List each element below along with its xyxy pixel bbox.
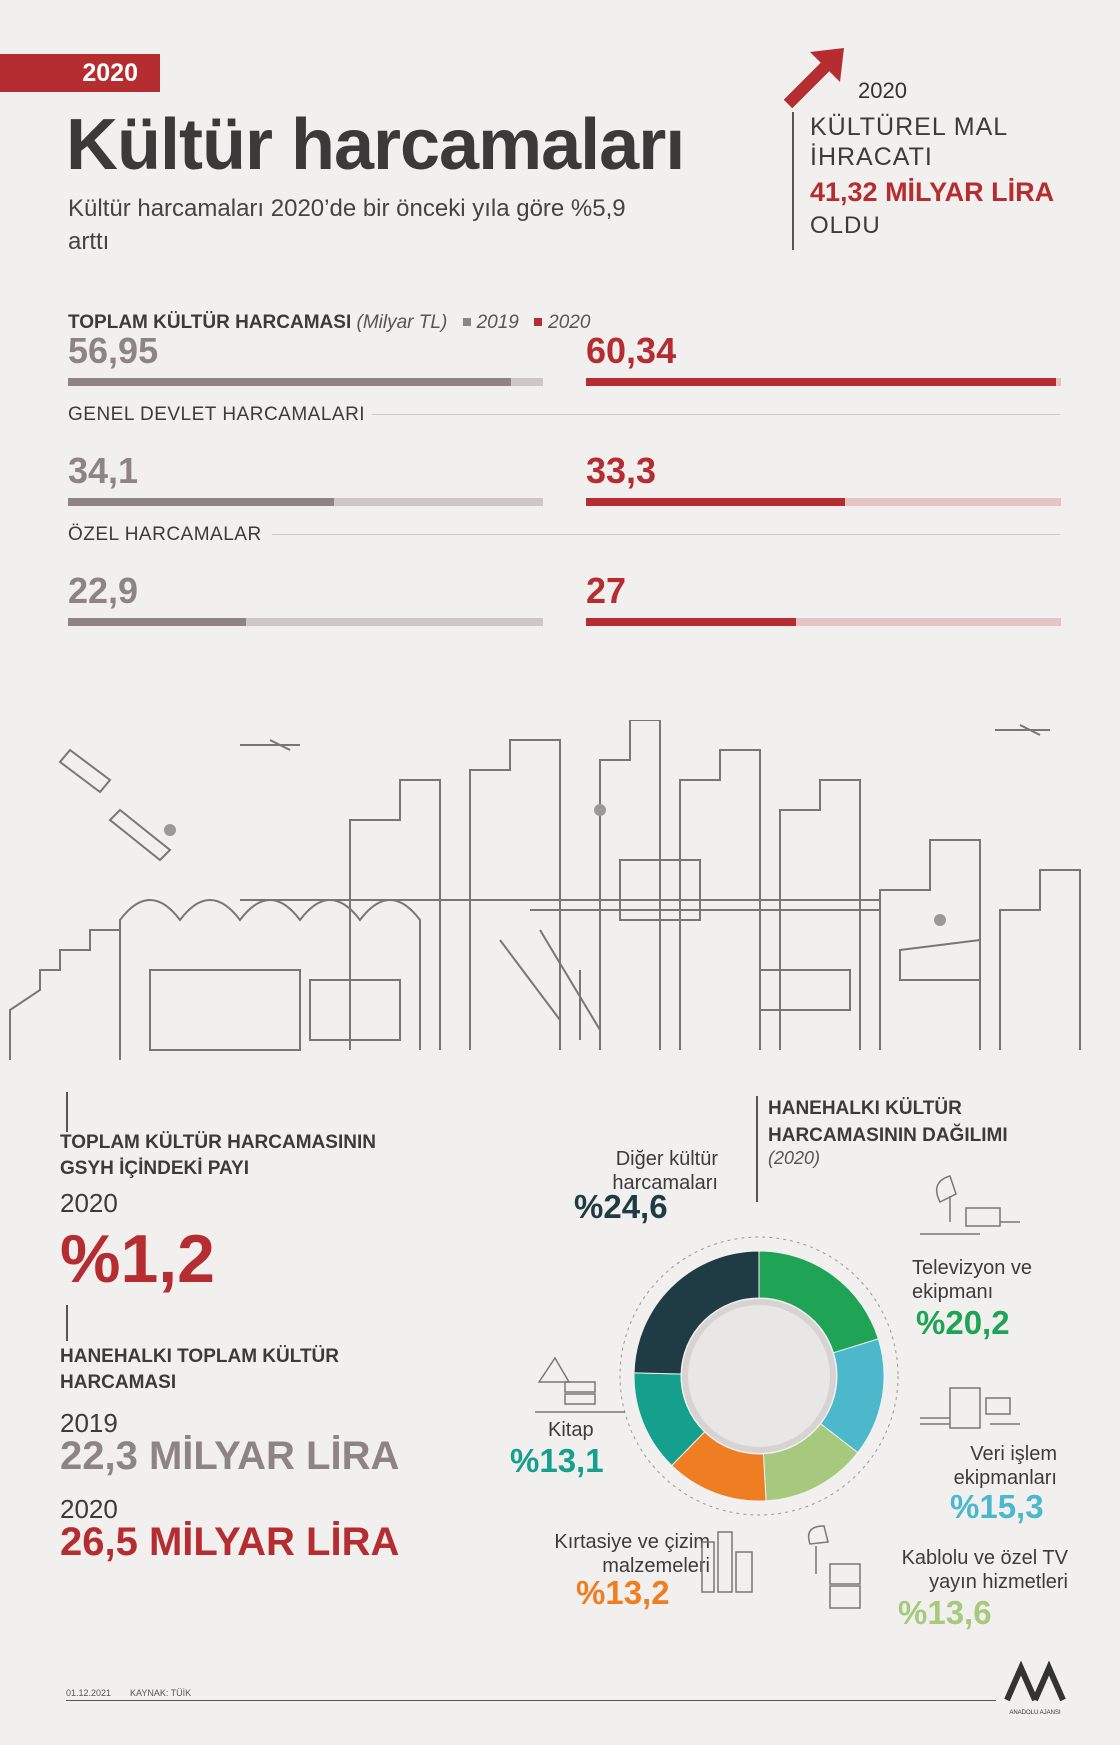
bar-track-2019 (68, 498, 543, 506)
export-label-2: İHRACATI (810, 143, 933, 171)
export-label-1: KÜLTÜREL MAL (810, 113, 1009, 141)
household-value-2019: 22,3 MİLYAR LİRA (60, 1434, 400, 1478)
divider-line (66, 1305, 68, 1341)
divider-line (66, 1092, 68, 1132)
legend-2019: 2019 (462, 312, 519, 333)
bar-track-2020 (586, 498, 1061, 506)
book-icon (535, 1356, 625, 1413)
slice-label-data-processing: Veri işlem ekipmanları (953, 1443, 1057, 1489)
bar-2020 (586, 378, 1056, 386)
bar-value-2019: 34,1 (68, 450, 139, 491)
bar-2019 (68, 498, 334, 506)
slice-label-tv: Televizyon ve ekipmanı (912, 1257, 1033, 1303)
donut-dashed-ring (619, 1236, 899, 1516)
bar-value-2019: 22,9 (68, 570, 139, 611)
stationery-icon (701, 1531, 753, 1593)
slice-label-stationery: Kırtasiye ve çizim malzemeleri (554, 1531, 710, 1577)
export-value: 41,32 MİLYAR LİRA (810, 177, 1055, 207)
computer-icon (920, 1387, 1020, 1429)
legend-unit: (Milyar TL) (356, 312, 448, 333)
gdp-share-year: 2020 (60, 1188, 118, 1218)
slice-label-book: Kitap (548, 1419, 594, 1441)
gdp-share-value: %1,2 (60, 1221, 215, 1297)
bar-track-2019 (68, 378, 543, 386)
bar-track-2020 (586, 378, 1061, 386)
slice-label-other: Diğer kültür harcamaları (612, 1148, 718, 1194)
slice-value-book: %13,1 (510, 1442, 604, 1479)
distribution-title: HANEHALKI KÜLTÜR HARCAMASININ DAĞILIMI (768, 1098, 1008, 1146)
section-title: ÖZEL HARCAMALAR (68, 524, 262, 545)
slice-value-data-processing: %15,3 (950, 1488, 1044, 1525)
footer-source: KAYNAK: TÜİK (130, 1688, 192, 1698)
divider-line (756, 1096, 758, 1202)
slice-value-tv: %20,2 (916, 1304, 1010, 1341)
donut-slice-5 (633, 1250, 760, 1375)
anadolu-ajansi-logo: ANADOLU AJANSI (1004, 1660, 1066, 1716)
household-total-title: HANEHALKI TOPLAM KÜLTÜR HARCAMASI (60, 1346, 339, 1393)
footer-divider (66, 1700, 996, 1701)
page-title: Kültür harcamaları (66, 105, 685, 185)
page-subtitle: Kültür harcamaları 2020’de bir önceki yı… (68, 195, 626, 255)
section-divider (372, 414, 1060, 415)
bar-value-2019: 56,95 (68, 330, 159, 371)
bar-value-2020: 27 (586, 570, 627, 611)
bar-2019 (68, 378, 512, 386)
bar-2020 (586, 618, 797, 626)
section-divider (272, 534, 1060, 535)
export-year: 2020 (858, 78, 907, 103)
section-title: GENEL DEVLET HARCAMALARI (68, 404, 366, 425)
bar-track-2019 (68, 618, 543, 626)
slice-label-cable-tv: Kablolu ve özel TV yayın hizmetleri (901, 1547, 1068, 1593)
household-year-2020: 2020 (60, 1494, 118, 1524)
up-arrow-icon (783, 48, 844, 109)
slice-value-stationery: %13,2 (576, 1574, 670, 1611)
legend-2020: 2020 (534, 312, 590, 333)
export-foot: OLDU (810, 212, 881, 239)
slice-value-cable-tv: %13,6 (898, 1594, 992, 1631)
bar-2020 (586, 498, 846, 506)
donut-center (682, 1299, 836, 1453)
distribution-subtitle: (2020) (768, 1148, 821, 1168)
svg-text:ANADOLU AJANSI: ANADOLU AJANSI (1009, 1710, 1061, 1716)
bar-track-2020 (586, 618, 1061, 626)
tv-icon (920, 1175, 1020, 1235)
household-value-2020: 26,5 MİLYAR LİRA (60, 1520, 400, 1564)
chart-legend: TOPLAM KÜLTÜR HARCAMASI (Milyar TL) 2019… (68, 312, 590, 334)
gdp-share-title: TOPLAM KÜLTÜR HARCAMASININ GSYH İÇİNDEKİ… (60, 1132, 376, 1179)
year-badge: 2020 (0, 54, 160, 92)
legend-title: TOPLAM KÜLTÜR HARCAMASI (68, 312, 352, 333)
export-box: KÜLTÜREL MAL İHRACATI 41,32 MİLYAR LİRA … (792, 112, 1054, 250)
slice-value-other: %24,6 (574, 1188, 668, 1225)
satellite-dish-icon (807, 1525, 861, 1609)
bar-2019 (68, 618, 247, 626)
household-year-2019: 2019 (60, 1408, 118, 1438)
bar-value-2020: 33,3 (586, 450, 657, 491)
footer-date: 01.12.2021 (66, 1688, 112, 1698)
bar-value-2020: 60,34 (586, 330, 677, 371)
city-skyline-illustration (9, 720, 1081, 1060)
donut-chart (619, 1236, 899, 1516)
